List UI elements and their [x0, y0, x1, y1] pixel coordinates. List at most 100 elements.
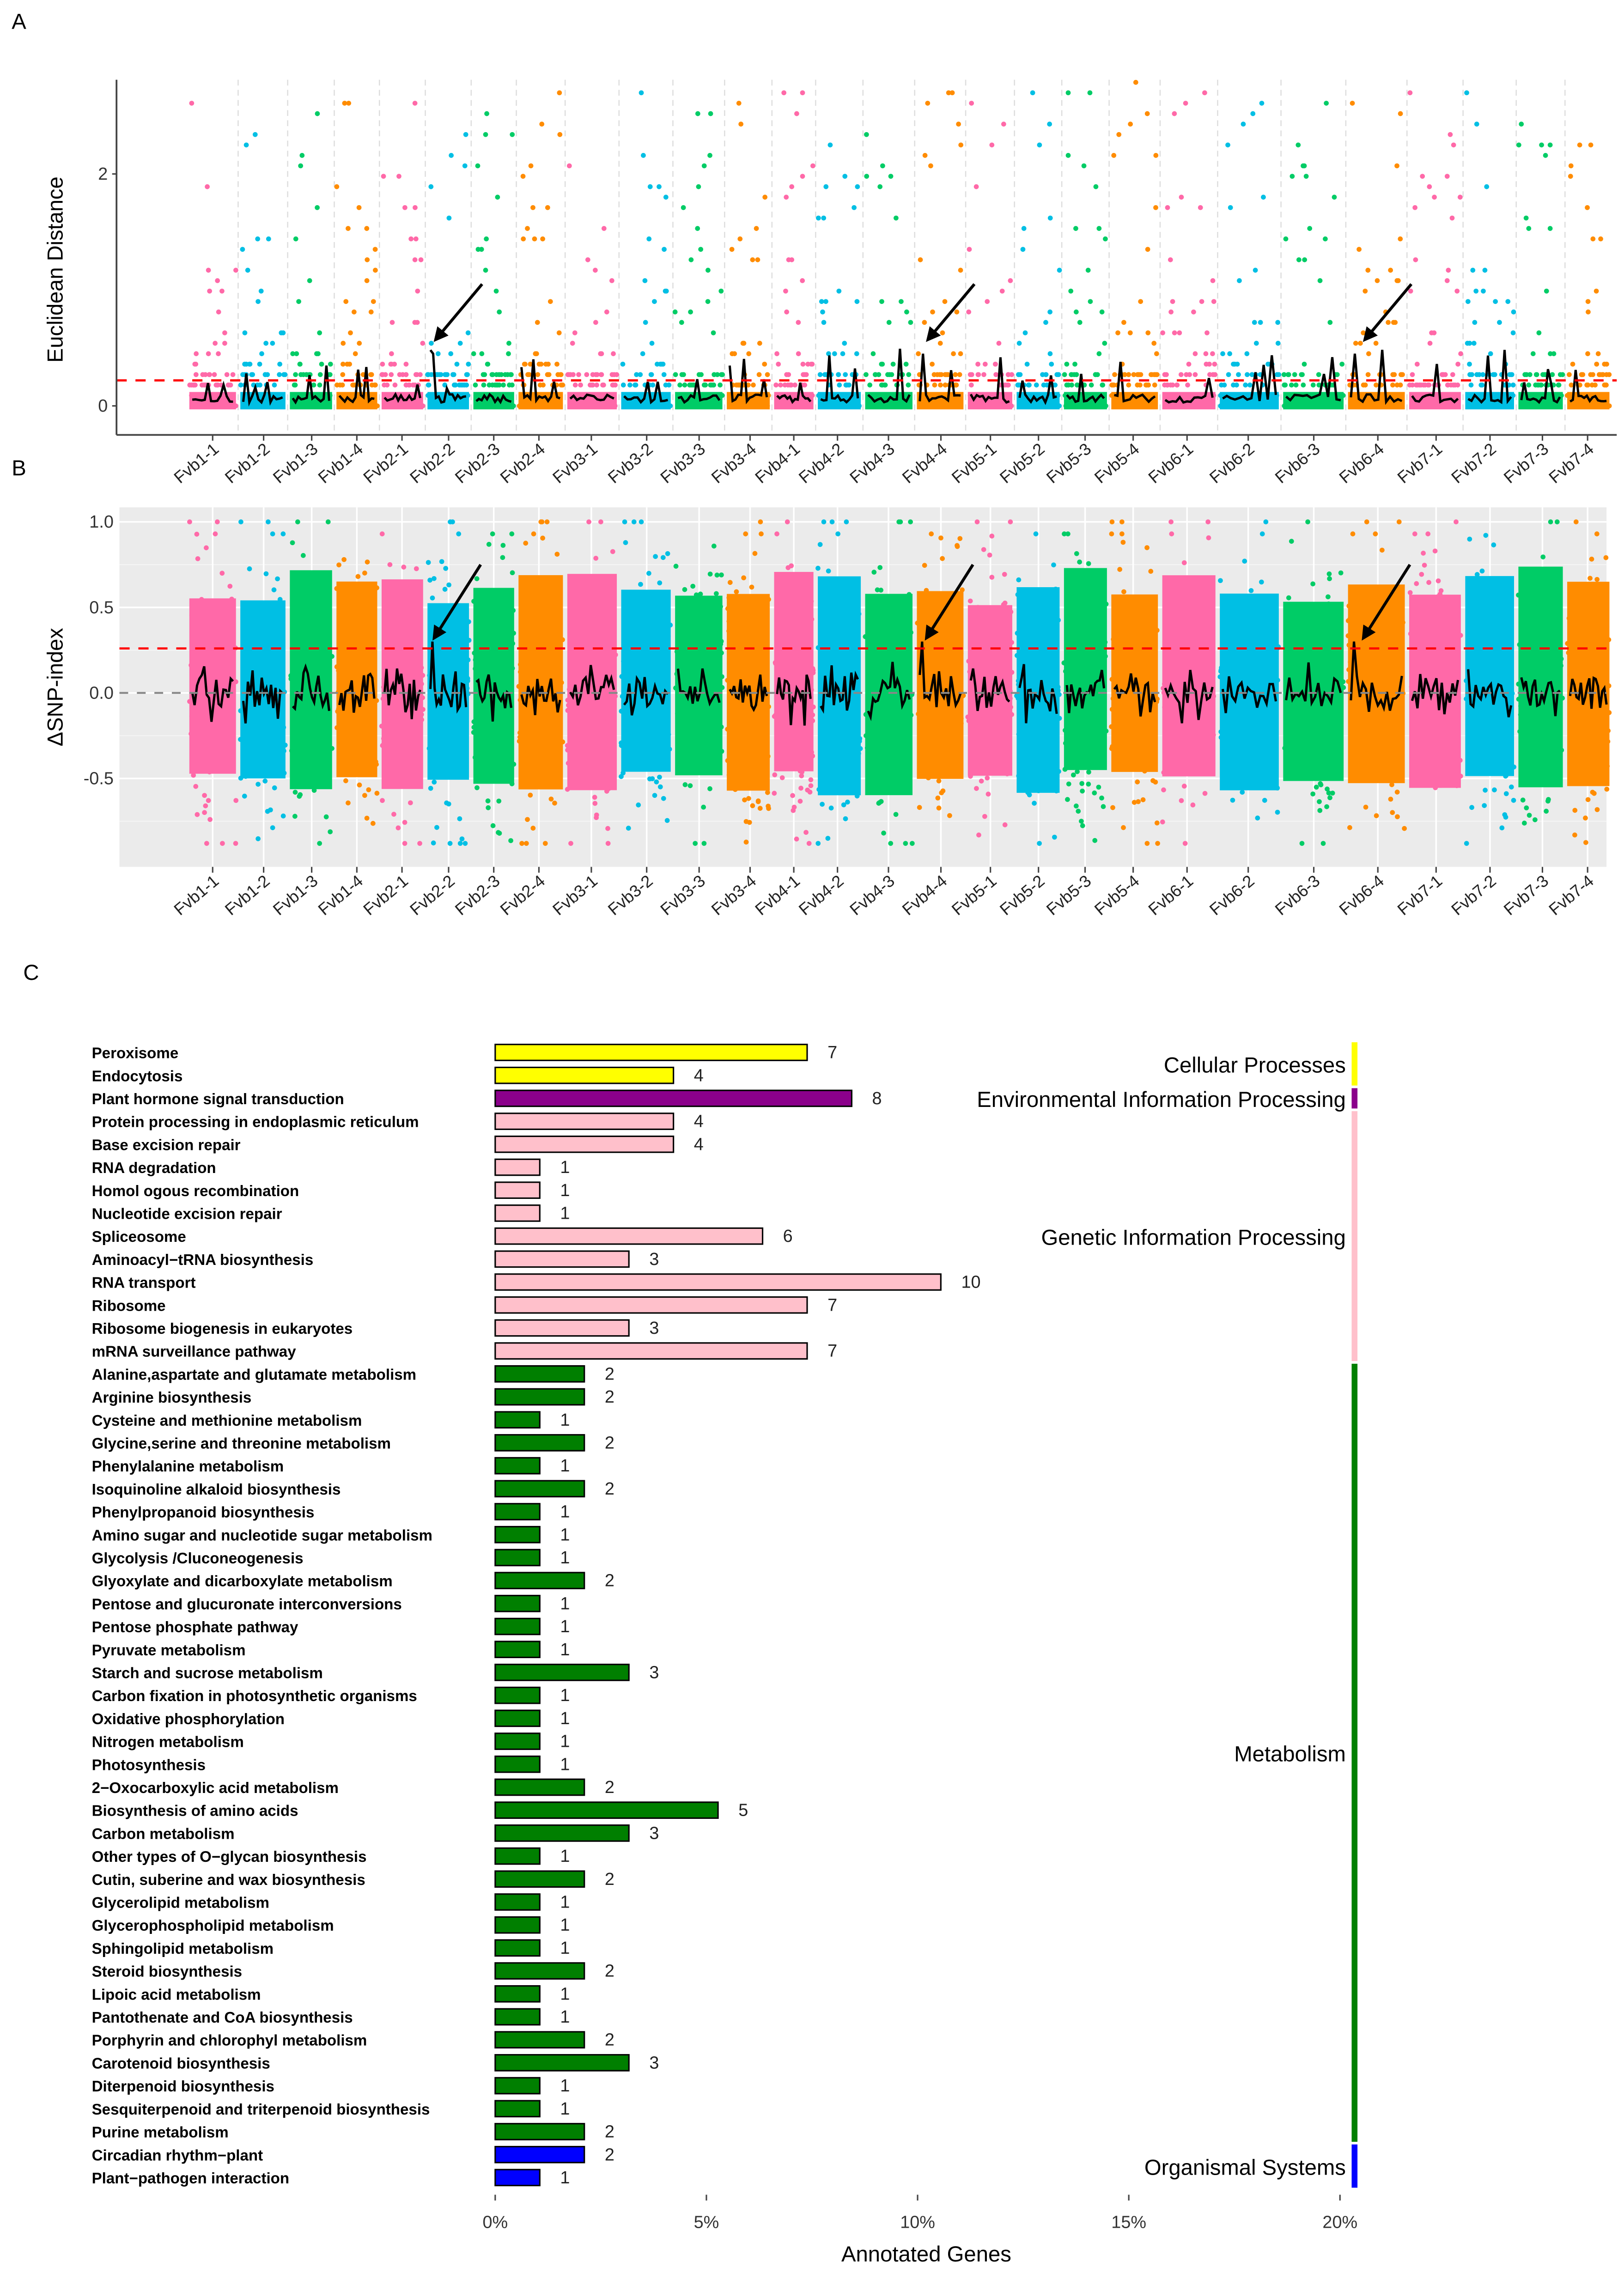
data-point	[1206, 758, 1211, 764]
data-point	[1140, 762, 1146, 767]
data-point	[1270, 743, 1275, 749]
chromosome-label: Fvb7-2	[1448, 439, 1500, 487]
data-point	[1573, 625, 1578, 630]
data-point	[1571, 735, 1576, 741]
data-point	[996, 711, 1002, 717]
data-point	[1192, 680, 1198, 685]
data-point	[1535, 631, 1541, 637]
data-point	[1064, 361, 1070, 367]
data-point	[598, 351, 603, 356]
data-point	[1409, 684, 1414, 690]
data-point	[1261, 393, 1266, 398]
panel-label-b: B	[12, 456, 26, 480]
data-point	[1241, 784, 1246, 790]
data-point	[825, 836, 831, 841]
data-point	[509, 372, 514, 377]
data-point	[945, 727, 950, 733]
data-point	[1198, 625, 1203, 630]
data-point	[1423, 383, 1428, 388]
data-point	[918, 741, 924, 747]
data-point	[293, 739, 299, 745]
data-point	[1074, 372, 1079, 377]
data-point	[663, 643, 669, 648]
data-point	[272, 383, 277, 388]
data-point	[1222, 665, 1227, 670]
chromosome-label: Fvb7-3	[1500, 871, 1552, 919]
data-point	[929, 668, 934, 674]
data-point	[601, 403, 607, 408]
data-point	[499, 602, 505, 607]
data-point	[682, 383, 687, 388]
data-point	[1042, 665, 1047, 670]
data-point	[655, 403, 660, 408]
data-point	[864, 372, 869, 377]
data-point	[746, 351, 752, 356]
data-point	[820, 393, 825, 398]
chromosome-points-Fvb4-2	[816, 142, 862, 410]
data-point	[220, 841, 225, 846]
data-point	[1026, 719, 1032, 724]
data-point	[832, 745, 837, 751]
data-point	[1257, 779, 1262, 785]
data-point	[1174, 661, 1180, 666]
data-point	[324, 677, 330, 682]
data-point	[1242, 749, 1247, 754]
data-point	[410, 594, 416, 599]
data-point	[393, 648, 398, 654]
data-point	[651, 629, 657, 634]
data-point	[783, 726, 788, 732]
data-point	[1596, 748, 1601, 754]
data-point	[405, 620, 411, 626]
data-point	[524, 736, 529, 741]
data-point	[595, 588, 600, 593]
data-point	[199, 383, 205, 388]
data-point	[1096, 226, 1102, 231]
data-point	[355, 721, 361, 727]
data-point	[1075, 590, 1080, 596]
data-point	[446, 582, 451, 588]
pathway-label: Endocytosis	[92, 1067, 183, 1084]
data-point	[365, 734, 371, 739]
data-point	[762, 361, 767, 367]
data-point	[1420, 174, 1425, 179]
data-point	[223, 746, 228, 751]
data-point	[1467, 361, 1472, 367]
fit-line	[623, 675, 669, 716]
data-point	[230, 372, 236, 377]
data-point	[1195, 753, 1200, 758]
data-point	[588, 762, 593, 767]
data-point	[362, 793, 367, 798]
data-point	[213, 383, 219, 388]
data-point	[621, 659, 626, 664]
data-point	[1533, 372, 1539, 377]
data-point	[534, 748, 539, 753]
data-point	[1520, 797, 1526, 803]
data-point	[1229, 764, 1235, 769]
data-point	[317, 608, 322, 613]
data-point	[399, 698, 404, 704]
data-point	[1181, 728, 1186, 733]
fit-line	[1350, 641, 1403, 712]
data-point	[967, 598, 973, 604]
data-point	[509, 781, 515, 786]
data-point	[623, 540, 628, 545]
data-point	[742, 403, 748, 408]
data-point	[292, 718, 297, 723]
data-point	[367, 662, 372, 667]
data-point	[1210, 278, 1216, 283]
data-point	[1047, 122, 1052, 127]
data-point	[764, 595, 769, 600]
data-point	[609, 278, 614, 283]
data-point	[1030, 641, 1036, 646]
data-point	[1311, 667, 1317, 672]
data-point	[956, 122, 961, 127]
data-point	[1451, 142, 1456, 148]
data-point	[726, 619, 732, 624]
data-point	[979, 638, 985, 643]
data-point	[993, 361, 998, 367]
data-point	[241, 748, 247, 754]
data-point	[735, 778, 740, 784]
data-point	[1085, 723, 1091, 728]
data-point	[1472, 675, 1478, 681]
data-point	[1366, 351, 1371, 356]
